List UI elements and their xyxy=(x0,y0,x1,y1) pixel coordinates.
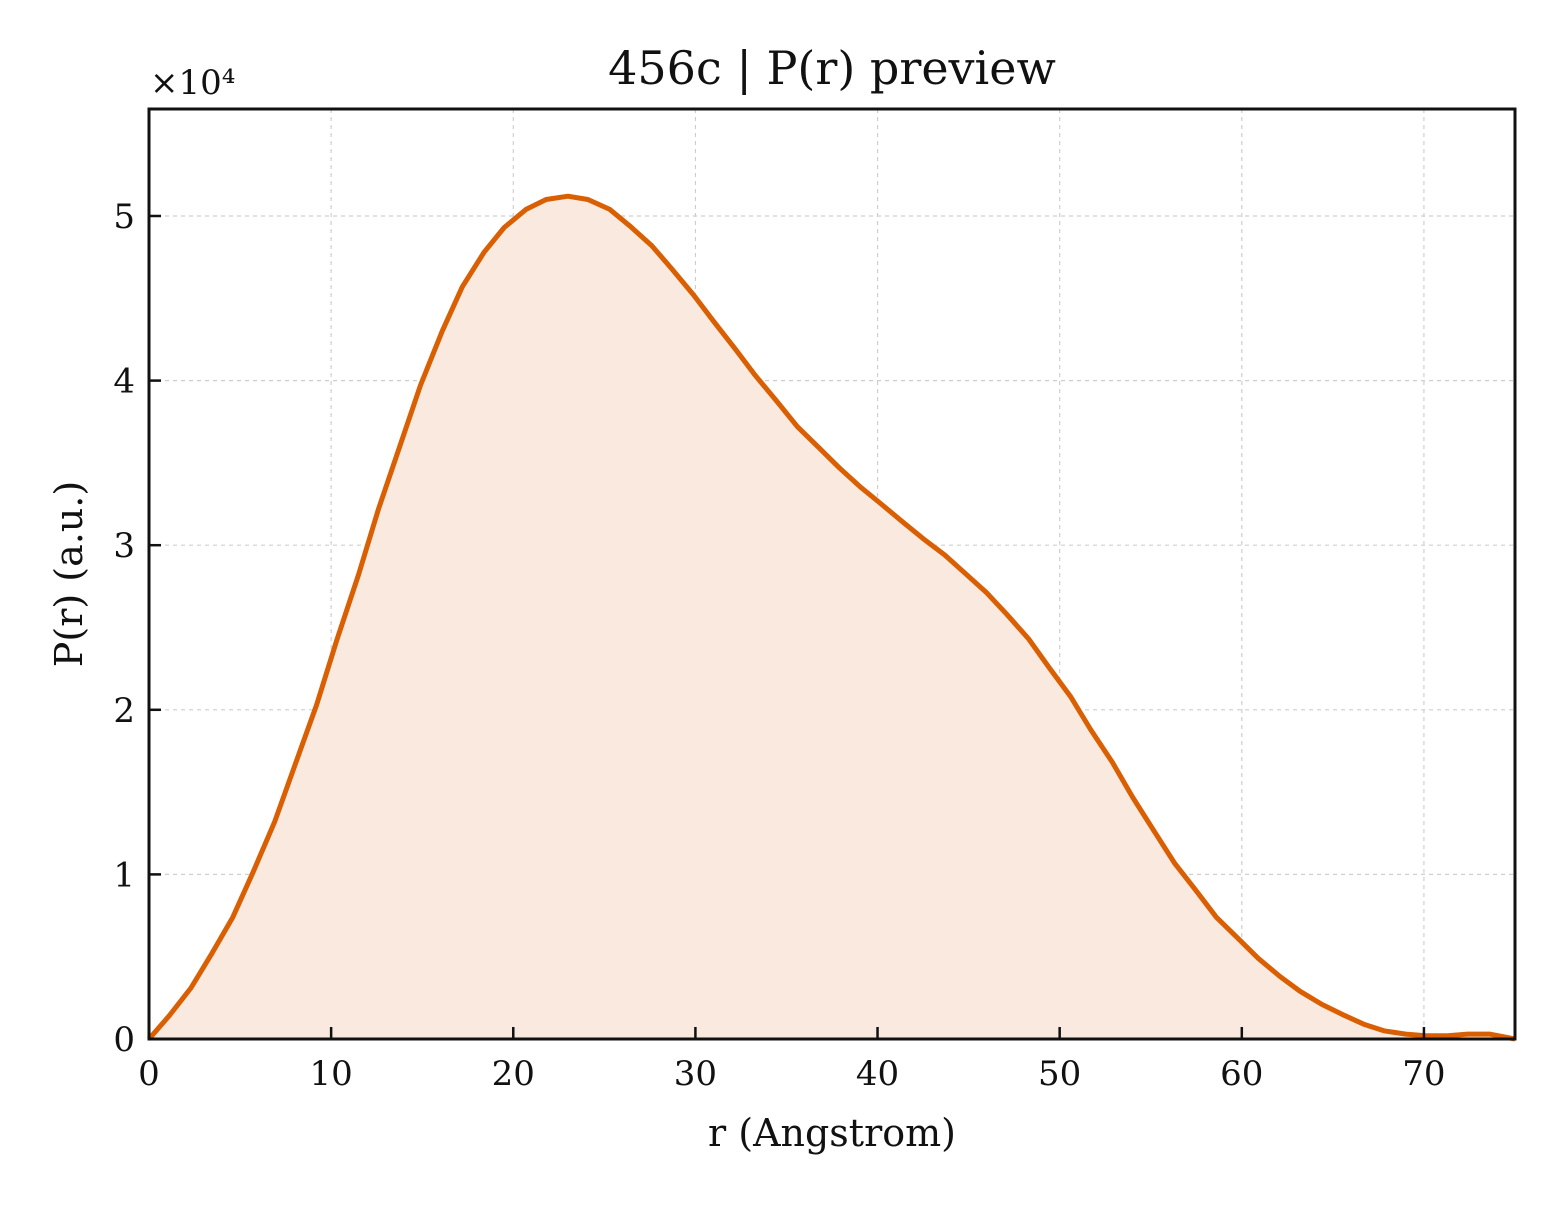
x-tick-label: 40 xyxy=(856,1054,899,1094)
x-axis-label: r (Angstrom) xyxy=(708,1111,956,1155)
x-tick-label: 10 xyxy=(310,1054,353,1094)
x-tick-label: 60 xyxy=(1220,1054,1263,1094)
y-axis-label: P(r) (a.u.) xyxy=(47,481,91,667)
plot-frame xyxy=(147,107,1517,1041)
pr-series-line xyxy=(147,193,1516,1042)
y-tick-label: 3 xyxy=(113,526,135,566)
y-tick-label: 2 xyxy=(113,691,135,731)
y-tick-label: 5 xyxy=(113,197,135,237)
y-tick-label: 4 xyxy=(113,362,135,402)
pr-fill-area xyxy=(149,196,1515,1039)
x-tick-label: 50 xyxy=(1038,1054,1081,1094)
y-tick-label: 1 xyxy=(113,855,135,895)
y-offset-label: ×10⁴ xyxy=(150,63,235,103)
chart-title: 456c | P(r) preview xyxy=(608,41,1056,95)
y-tick-label: 0 xyxy=(113,1020,135,1060)
tick-layer: 0 10 20 30 40 50 60 70 0 1 2 3 4 5 xyxy=(113,197,1445,1094)
x-tick-label: 0 xyxy=(138,1054,160,1094)
x-tick-label: 20 xyxy=(492,1054,535,1094)
x-tick-label: 30 xyxy=(674,1054,717,1094)
x-tick-label: 70 xyxy=(1402,1054,1445,1094)
